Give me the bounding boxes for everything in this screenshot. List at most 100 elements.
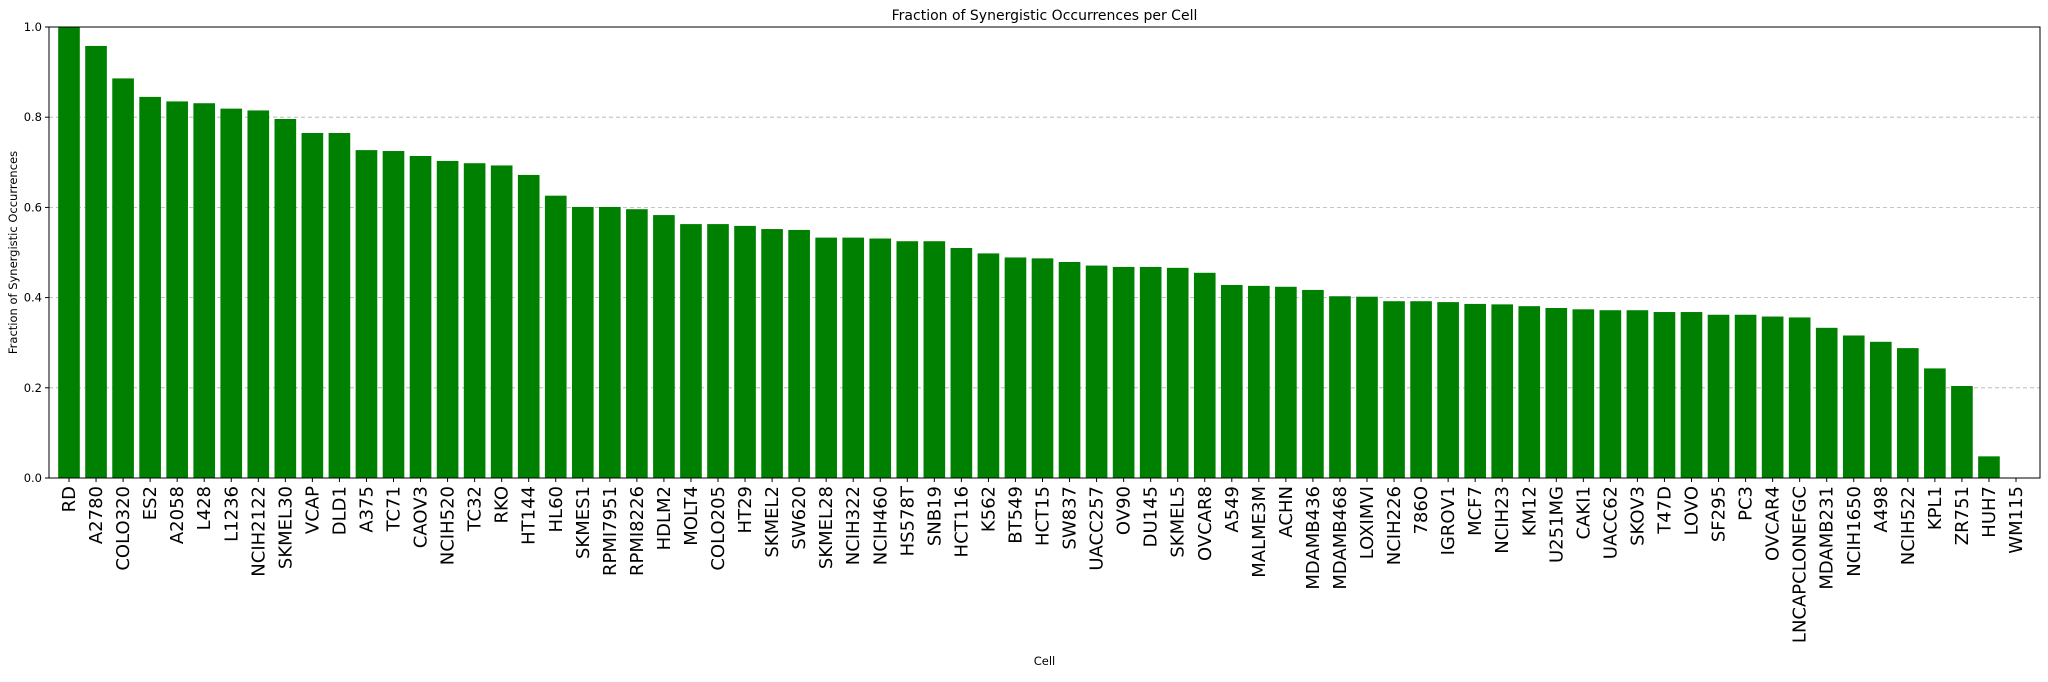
x-tick-label: BT549 [1005,486,1026,544]
x-tick-label: ZR751 [1952,486,1973,545]
x-tick-label: PC3 [1736,486,1757,521]
x-tick-label: MDAMB468 [1330,486,1351,590]
x-tick-label: ES2 [140,486,161,520]
x-tick-label: HS578T [897,485,918,556]
x-tick-label: L428 [194,486,215,530]
x-tick-label: SW620 [789,486,810,550]
bar-malme3m [1248,285,1270,478]
bar-skmel28 [815,237,837,478]
x-tick-label: RPMI7951 [600,486,621,576]
x-tick-label: OV90 [1114,486,1135,535]
bar-skmes1 [571,206,594,478]
x-tick-label: U251MG [1546,486,1567,563]
y-axis-label: Fraction of Synergistic Occurrences [6,151,20,354]
bar-pc3 [1734,314,1757,478]
x-tick-label: CAOV3 [411,486,432,548]
x-tick-label: L1236 [221,486,242,542]
bar-ncih2122 [247,110,270,478]
x-tick-label: OVCAR8 [1195,486,1216,561]
x-tick-label: 786O [1411,486,1432,535]
bar-a2058 [166,101,188,478]
bar-molt4 [680,224,702,478]
bar-rpmi7951 [599,206,621,478]
bar-mdamb436 [1302,289,1324,478]
x-tick-label: A498 [1871,486,1892,533]
x-tick-label: A2780 [86,486,107,544]
x-tick-label: SNB19 [924,486,945,546]
x-tick-label: ACHN [1276,486,1297,538]
x-tick-label: KPL1 [1925,486,1946,530]
x-tick-label: TC32 [465,486,486,532]
bar-l1236 [220,108,243,479]
y-tick-label: 0.4 [24,291,42,305]
bars [58,27,2000,479]
bar-igrov1 [1437,302,1459,478]
x-tick-label: SKOV3 [1627,486,1648,546]
bar-a2780 [85,45,107,478]
bar-sw837 [1058,261,1081,478]
bar-a549 [1220,284,1243,478]
bar-bt549 [1004,257,1027,478]
bar-mcf7 [1464,303,1486,478]
bar-ncih460 [869,238,892,478]
bar-huh7 [1978,456,2000,478]
bar-sw620 [788,229,810,478]
bar-lovo [1680,312,1703,478]
x-tick-label: SKMEL28 [816,486,837,569]
bar-ncih226 [1383,301,1405,478]
x-tick-label: HT144 [519,486,540,545]
x-tick-label: NCIH23 [1492,486,1513,554]
bar-hl60 [544,195,567,478]
x-tick-label: WM115 [2006,486,2027,554]
x-tick-label: A375 [356,486,377,533]
x-tick-label: DLD1 [329,486,350,535]
bar-achn [1275,286,1297,478]
x-tick-label: HUH7 [1979,486,2000,538]
x-tick-label: RD [59,486,80,512]
x-tick-label: A2058 [167,486,188,544]
x-tick-label: UACC257 [1087,486,1108,571]
x-tick-label: A549 [1222,486,1243,533]
bar-vcap [301,132,324,479]
bar-caov3 [409,155,432,478]
x-tick-label: KM12 [1519,486,1540,536]
x-tick-label: K562 [978,486,999,532]
bar-mdamb231 [1815,327,1838,478]
bar-ncih322 [842,237,865,478]
bar-kpl1 [1924,368,1946,478]
bar-snb19 [923,241,946,478]
bar-rd [58,27,80,478]
bar-zr751 [1951,385,1973,478]
bar-tc32 [463,163,486,478]
bar-rpmi8226 [626,209,648,479]
x-tick-label: UACC62 [1600,486,1621,559]
x-tick-label: SF295 [1709,486,1730,542]
x-tick-label: SW837 [1060,486,1081,550]
bar-hs578t [896,241,919,478]
x-tick-label: SKMEL2 [762,486,783,558]
x-tick-label: CAKI1 [1573,486,1594,539]
bar-ovcar4 [1761,316,1784,478]
bar-hct116 [950,247,973,478]
y-tick-label: 0.8 [24,110,42,124]
bar-skmel2 [761,229,783,478]
y-tick-label: 0.6 [24,200,42,214]
bar-skmel5 [1166,267,1189,478]
x-tick-label: SKMES1 [573,486,594,559]
x-tick-label: MDAMB436 [1303,486,1324,590]
bar-uacc257 [1085,265,1108,478]
bar-du145 [1139,266,1162,478]
bar-lncapclonefgc [1788,317,1811,478]
bar-hct15 [1031,258,1054,478]
x-tick-label: LNCAPCLONEFGC [1790,486,1811,643]
bar-colo205 [707,224,729,478]
x-tick-label: COLO320 [113,486,134,571]
y-tick-label: 1.0 [24,20,42,34]
x-tick-label: NCIH520 [438,486,459,565]
x-tick-label: SKMEL5 [1168,486,1189,558]
x-axis-ticks: RD A2780 COLO320 ES2 A2058 L428 L1236 NCIH2122 S… [59,478,2027,643]
bar-mdamb468 [1329,296,1351,478]
x-tick-label: T47D [1654,486,1675,535]
x-tick-label: IGROV1 [1438,486,1459,555]
